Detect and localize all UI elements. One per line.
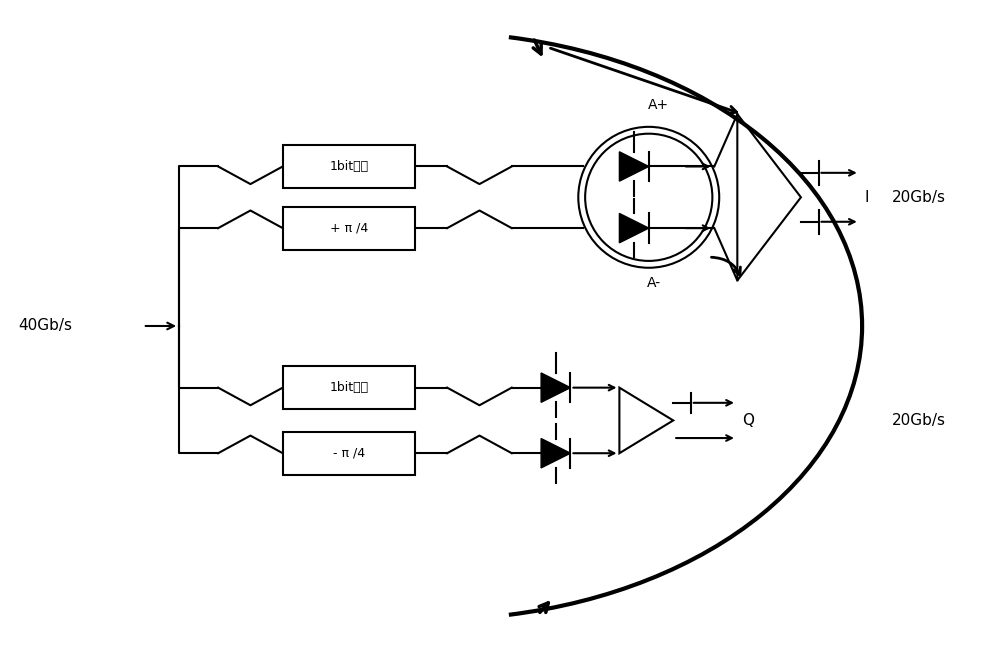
FancyArrowPatch shape <box>711 257 740 275</box>
Text: 20Gb/s: 20Gb/s <box>891 413 945 428</box>
Text: Q: Q <box>742 413 754 428</box>
FancyBboxPatch shape <box>283 366 415 409</box>
Text: 1bit延迟: 1bit延迟 <box>329 160 368 173</box>
FancyBboxPatch shape <box>283 206 415 249</box>
Text: 1bit延迟: 1bit延迟 <box>329 381 368 394</box>
Text: A-: A- <box>647 275 661 290</box>
Text: + π /4: + π /4 <box>330 221 368 234</box>
Text: I: I <box>865 190 869 205</box>
Text: 40Gb/s: 40Gb/s <box>18 318 72 333</box>
Text: 20Gb/s: 20Gb/s <box>891 190 945 205</box>
Polygon shape <box>541 439 570 468</box>
FancyBboxPatch shape <box>283 432 415 475</box>
FancyArrowPatch shape <box>550 48 737 113</box>
FancyBboxPatch shape <box>283 145 415 188</box>
Polygon shape <box>619 152 649 181</box>
Polygon shape <box>541 373 570 402</box>
Text: A+: A+ <box>648 98 669 112</box>
Polygon shape <box>619 214 649 243</box>
Text: - π /4: - π /4 <box>333 447 365 460</box>
